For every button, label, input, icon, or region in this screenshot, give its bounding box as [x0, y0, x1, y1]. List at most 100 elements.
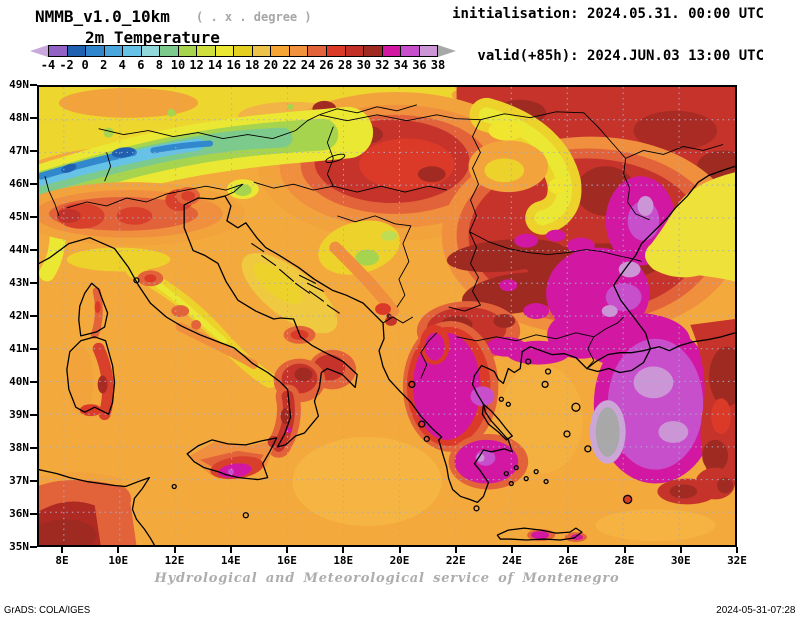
run-info: initialisation: 2024.05.31. 00:00 UTC va…: [444, 4, 764, 67]
lat-axis-label: 46N: [9, 177, 29, 190]
colorbar-segment: [140, 46, 160, 56]
colorbar-segment: [103, 46, 123, 56]
colorbar-segment: [159, 46, 178, 56]
colorbar-tick-label: 20: [263, 58, 279, 72]
lon-axis-label: 24E: [502, 554, 522, 567]
lat-axis-tick: [30, 348, 37, 350]
lat-axis-label: 42N: [9, 309, 29, 322]
colorbar-segment: [85, 46, 104, 56]
colorbar-segment: [251, 46, 271, 56]
map-frame: [37, 85, 737, 547]
lat-axis-label: 49N: [9, 78, 29, 91]
lat-axis-label: 35N: [9, 540, 29, 553]
coastlines: [39, 165, 735, 545]
init-line: initialisation: 2024.05.31. 00:00 UTC: [452, 6, 764, 22]
lat-axis-tick: [30, 513, 37, 515]
colorbar-tick-label: -2: [59, 58, 74, 72]
colorbar-tick-labels: -4 -2 0 2 4 6 8 10 12 14 16 18 20 22 24 26 28 30 32 34 36 38: [41, 58, 445, 72]
lat-axis-tick: [30, 216, 37, 218]
colorbar-segment: [325, 46, 345, 56]
lon-axis-tick: [511, 547, 513, 553]
colorbar-tick-label: 8: [155, 58, 164, 72]
colorbar-tick-label: 24: [300, 58, 316, 72]
lat-axis-tick: [30, 249, 37, 251]
lat-axis-label: 37N: [9, 474, 29, 487]
colorbar-segment: [363, 46, 382, 56]
lon-axis-tick: [173, 547, 176, 553]
lon-axis-label: 20E: [389, 554, 410, 567]
colorbar-tick-label: 22: [282, 58, 297, 72]
colorbar-segment: [196, 46, 215, 56]
lon-axis-label: 16E: [277, 554, 297, 567]
colorbar-tick-label: 30: [356, 58, 371, 72]
grads-stamp: GrADS: COLA/IGES: [4, 604, 91, 616]
colorbar-segments: [48, 45, 438, 57]
colorbar-tick-label: 12: [189, 58, 204, 72]
colorbar-tick-label: 16: [226, 58, 241, 72]
colorbar-segment: [400, 46, 419, 56]
colorbar-tick-label: 6: [137, 58, 145, 72]
lat-axis-label: 45N: [9, 210, 29, 223]
service-credit: Hydrological and Meteorological service …: [154, 571, 620, 586]
colorbar-tick-label: 34: [393, 58, 409, 72]
colorbar-left-arrow-icon: [30, 45, 48, 57]
colorbar-tick-label: 2: [100, 58, 108, 72]
lat-axis-tick: [30, 315, 37, 317]
lat-axis-tick: [30, 447, 37, 449]
lat-axis-tick: [30, 414, 37, 416]
colorbar-tick-label: 32: [375, 58, 390, 72]
lon-axis-label: 30E: [670, 554, 691, 567]
temperature-field-map: [39, 87, 735, 545]
colorbar-tick-label: 28: [337, 58, 353, 72]
colorbar-segment: [49, 46, 67, 56]
lon-axis-tick: [398, 547, 401, 553]
lat-axis-tick: [30, 183, 37, 185]
colorbar-segment: [177, 46, 197, 56]
lon-axis-tick: [736, 547, 738, 553]
colorbar-segment: [418, 46, 438, 56]
lat-axis-label: 39N: [9, 408, 29, 421]
colorbar-tick-label: 36: [412, 58, 427, 72]
lon-axis-label: 28E: [614, 554, 635, 567]
lat-axis-tick: [30, 150, 37, 152]
lat-axis-label: 47N: [9, 144, 29, 157]
colorbar-segment: [214, 46, 234, 56]
colorbar-tick-label: -4: [40, 58, 56, 72]
lat-axis-label: 48N: [9, 111, 29, 124]
lon-axis-label: 12E: [164, 554, 185, 567]
lat-axis-label: 44N: [9, 243, 29, 256]
creation-timestamp: 2024-05-31-07:28: [715, 604, 795, 616]
colorbar-tick-label: 4: [118, 58, 126, 72]
lon-axis-label: 22E: [445, 554, 466, 567]
lat-axis-label: 41N: [9, 342, 29, 355]
lon-axis-tick: [567, 547, 570, 553]
colorbar-segment: [307, 46, 326, 56]
model-title: NMMB_v1.0_10km: [35, 7, 170, 26]
colorbar-tick-label: 38: [430, 58, 446, 72]
lon-axis-label: 18E: [333, 554, 354, 567]
colorbar-segment: [288, 46, 308, 56]
colorbar-segment: [66, 46, 86, 56]
lon-axis-label: 10E: [108, 554, 129, 567]
latitude-axis: 49N 48N 47N 46N 45N 44N 43N 42N 41N 40N 39N 38N 37N 3…: [0, 78, 37, 553]
lat-axis-tick: [30, 546, 37, 548]
colorbar-segment: [344, 46, 364, 56]
lon-axis-label: 14E: [220, 554, 241, 567]
lon-axis-label: 32E: [727, 554, 747, 567]
colorbar-segment: [381, 46, 401, 56]
lat-axis-label: 40N: [9, 375, 29, 388]
colorbar-segment: [270, 46, 289, 56]
lon-axis-tick: [286, 547, 288, 553]
resolution-note: ( . x . degree ): [196, 10, 312, 24]
lon-axis-tick: [623, 547, 626, 553]
colorbar-tick-label: 18: [245, 58, 260, 72]
lat-axis-tick: [30, 381, 37, 383]
colorbar-tick-label: 0: [81, 58, 89, 72]
lat-axis-label: 43N: [9, 276, 29, 289]
lon-axis-tick: [342, 547, 345, 553]
lat-axis-tick: [30, 282, 37, 284]
lon-axis-tick: [679, 547, 682, 553]
lat-axis-tick: [30, 84, 37, 86]
country-borders: [44, 104, 724, 379]
